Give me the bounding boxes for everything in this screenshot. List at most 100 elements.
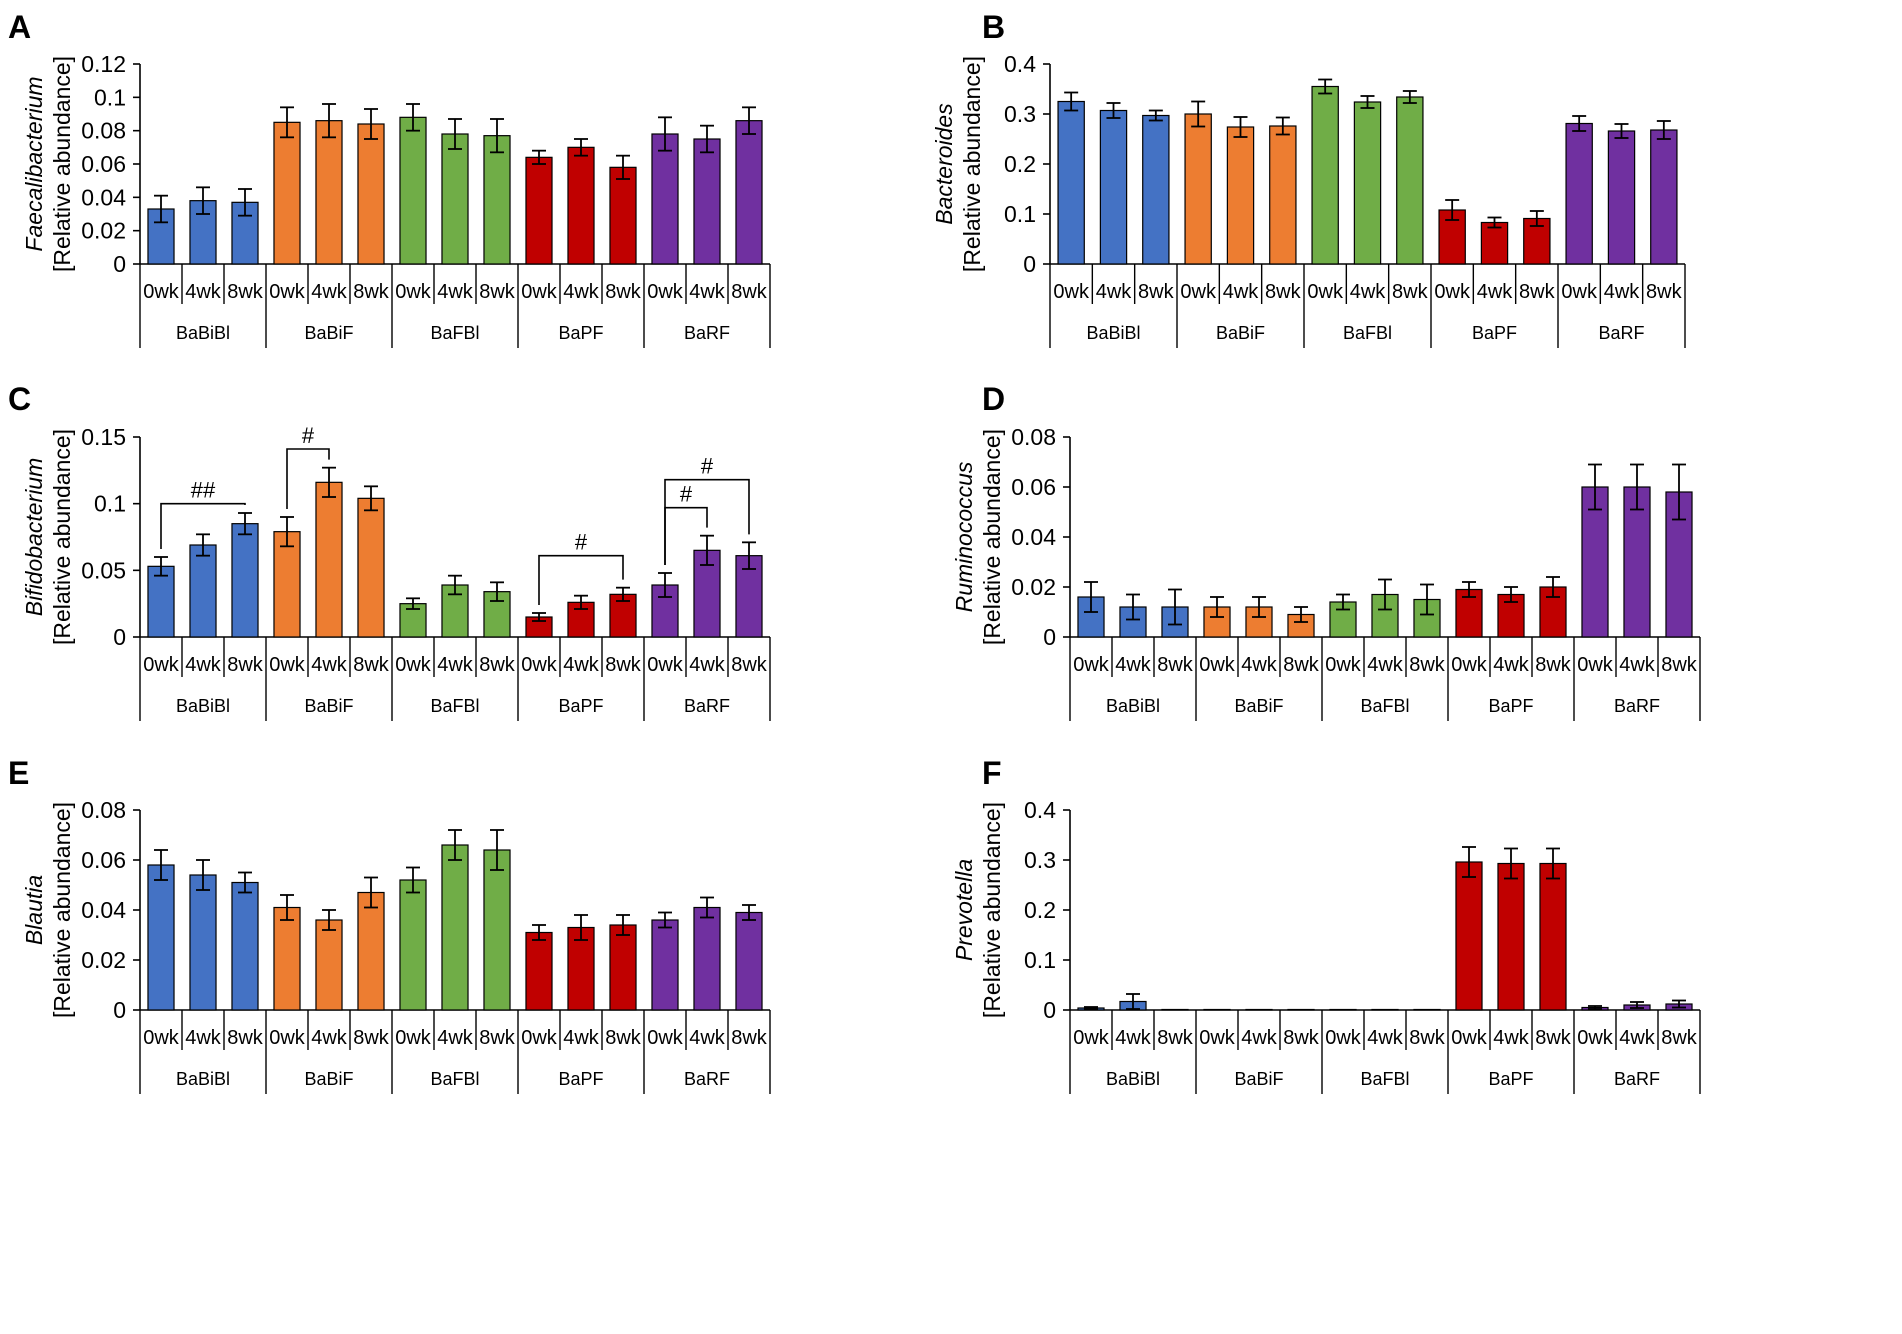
x-tick-label: 8wk bbox=[731, 1027, 768, 1049]
y-tick-label: 0.04 bbox=[1011, 524, 1056, 550]
x-tick-label: 4wk bbox=[689, 654, 726, 676]
significance-label: # bbox=[680, 482, 693, 507]
x-tick-label: 4wk bbox=[689, 281, 726, 303]
x-group-label: BaBiF bbox=[1234, 1069, 1283, 1089]
x-tick-label: 4wk bbox=[1367, 1027, 1404, 1049]
x-tick-label: 0wk bbox=[1451, 654, 1488, 676]
bar-BaBiBl-8wk bbox=[1161, 1008, 1189, 1011]
x-tick-label: 0wk bbox=[647, 1027, 684, 1049]
bar-BaFBl-8wk bbox=[483, 135, 511, 265]
x-tick-label: 8wk bbox=[731, 281, 768, 303]
x-tick-label: 8wk bbox=[1409, 654, 1446, 676]
bar-BaBiBl-0wk bbox=[1057, 100, 1085, 265]
y-axis-title: Prevotella[Relative abundance] bbox=[951, 802, 1005, 1018]
y-tick-label: 0.04 bbox=[81, 897, 126, 923]
y-tick-label: 0.08 bbox=[81, 797, 126, 823]
bar-BaBiF-4wk bbox=[1226, 126, 1255, 265]
panel-letter: E bbox=[8, 755, 29, 791]
x-tick-label: 4wk bbox=[1096, 281, 1133, 303]
x-tick-label: 8wk bbox=[1535, 1027, 1572, 1049]
bar-BaPF-4wk bbox=[1497, 862, 1525, 1011]
bar-BaFBl-0wk bbox=[399, 879, 427, 1011]
bar-BaRF-8wk bbox=[1650, 129, 1678, 265]
y-tick-label: 0.05 bbox=[81, 557, 126, 583]
x-group-label: BaRF bbox=[684, 696, 730, 716]
y-axis-title: Bacteroides[Relative abundance] bbox=[931, 56, 985, 272]
bar-BaBiF-4wk bbox=[315, 481, 343, 638]
panel-f: F Prevotella[Relative abundance] 0 0.1 0.2 0.… bbox=[951, 755, 1701, 1094]
x-tick-label: 0wk bbox=[1577, 1027, 1614, 1049]
x-group-label: BaPF bbox=[1488, 696, 1533, 716]
y-tick-label: 0.4 bbox=[1024, 797, 1056, 823]
x-tick-label: 8wk bbox=[1661, 654, 1698, 676]
panel-letter: F bbox=[982, 755, 1002, 791]
y-tick-label: 0.08 bbox=[81, 118, 126, 144]
bar-BaBiF-0wk bbox=[273, 531, 301, 638]
x-tick-label: 4wk bbox=[1619, 1027, 1656, 1049]
x-tick-label: 8wk bbox=[731, 654, 768, 676]
x-tick-label: 4wk bbox=[185, 1027, 222, 1049]
bar-BaFBl-4wk bbox=[441, 844, 469, 1011]
bar-BaPF-0wk bbox=[525, 156, 553, 265]
x-tick-label: 8wk bbox=[227, 654, 264, 676]
x-group-label: BaFBl bbox=[1360, 1069, 1409, 1089]
significance-bracket bbox=[538, 554, 624, 605]
x-tick-label: 0wk bbox=[647, 654, 684, 676]
x-tick-label: 8wk bbox=[1392, 281, 1429, 303]
x-tick-label: 4wk bbox=[1115, 654, 1152, 676]
x-group-label: BaPF bbox=[1488, 1069, 1533, 1089]
x-tick-label: 0wk bbox=[1053, 281, 1090, 303]
x-group-label: BaPF bbox=[558, 696, 603, 716]
y-tick-label: 0 bbox=[113, 624, 126, 650]
x-tick-label: 4wk bbox=[1241, 654, 1278, 676]
y-axis-title: Blautia[Relative abundance] bbox=[21, 802, 75, 1018]
x-group-label: BaPF bbox=[558, 1069, 603, 1089]
y-axis-taxon: Faecalibacterium bbox=[21, 76, 47, 251]
bar-BaFBl-8wk bbox=[1413, 1008, 1441, 1011]
bar-BaPF-0wk bbox=[525, 931, 553, 1011]
x-tick-label: 4wk bbox=[1223, 281, 1260, 303]
x-tick-label: 8wk bbox=[227, 281, 264, 303]
bar-BaPF-0wk bbox=[1455, 861, 1483, 1011]
bar-BaPF-4wk bbox=[567, 146, 595, 265]
x-tick-label: 4wk bbox=[563, 654, 600, 676]
y-axis-taxon: Bifidobacterium bbox=[21, 458, 47, 617]
x-tick-label: 0wk bbox=[1561, 281, 1598, 303]
x-tick-label: 8wk bbox=[1157, 654, 1194, 676]
bar-BaBiF-0wk bbox=[273, 121, 301, 265]
x-tick-label: 8wk bbox=[227, 1027, 264, 1049]
x-tick-label: 4wk bbox=[1604, 281, 1641, 303]
x-group-label: BaBiF bbox=[1234, 696, 1283, 716]
x-tick-label: 0wk bbox=[1434, 281, 1471, 303]
y-axis-unit: [Relative abundance] bbox=[49, 429, 75, 645]
x-tick-label: 4wk bbox=[437, 281, 474, 303]
bar-BaFBl-8wk bbox=[1396, 96, 1424, 265]
x-group-label: BaBiF bbox=[1216, 323, 1265, 343]
x-tick-label: 8wk bbox=[353, 654, 390, 676]
bar-BaRF-4wk bbox=[1607, 130, 1636, 265]
x-tick-label: 0wk bbox=[269, 281, 306, 303]
bar-BaBiF-8wk bbox=[357, 497, 385, 638]
x-tick-label: 0wk bbox=[521, 654, 558, 676]
x-group-label: BaRF bbox=[684, 323, 730, 343]
x-tick-label: 4wk bbox=[311, 281, 348, 303]
x-group-label: BaBiBl bbox=[176, 323, 230, 343]
x-group-label: BaFBl bbox=[430, 1069, 479, 1089]
bar-BaFBl-0wk bbox=[399, 116, 427, 265]
bar-BaFBl-4wk bbox=[1353, 101, 1382, 265]
bar-BaPF-4wk bbox=[1480, 221, 1509, 265]
bar-BaFBl-8wk bbox=[483, 849, 511, 1011]
bar-BaBiBl-8wk bbox=[1142, 114, 1170, 265]
x-tick-label: 8wk bbox=[1157, 1027, 1194, 1049]
x-group-label: BaBiBl bbox=[1086, 323, 1140, 343]
panel-d: D Ruminococcus[Relative abundance] 0 0.02 0.… bbox=[951, 381, 1701, 721]
y-tick-label: 0.4 bbox=[1004, 51, 1036, 77]
x-tick-label: 4wk bbox=[1493, 1027, 1530, 1049]
panel-b: B Bacteroides[Relative abundance] 0 0.1 0.2 0… bbox=[931, 9, 1686, 348]
bar-BaRF-0wk bbox=[651, 919, 679, 1011]
x-tick-label: 8wk bbox=[1661, 1027, 1698, 1049]
x-tick-label: 8wk bbox=[353, 281, 390, 303]
bar-BaRF-8wk bbox=[735, 120, 763, 265]
bar-BaRF-0wk bbox=[1565, 122, 1593, 265]
